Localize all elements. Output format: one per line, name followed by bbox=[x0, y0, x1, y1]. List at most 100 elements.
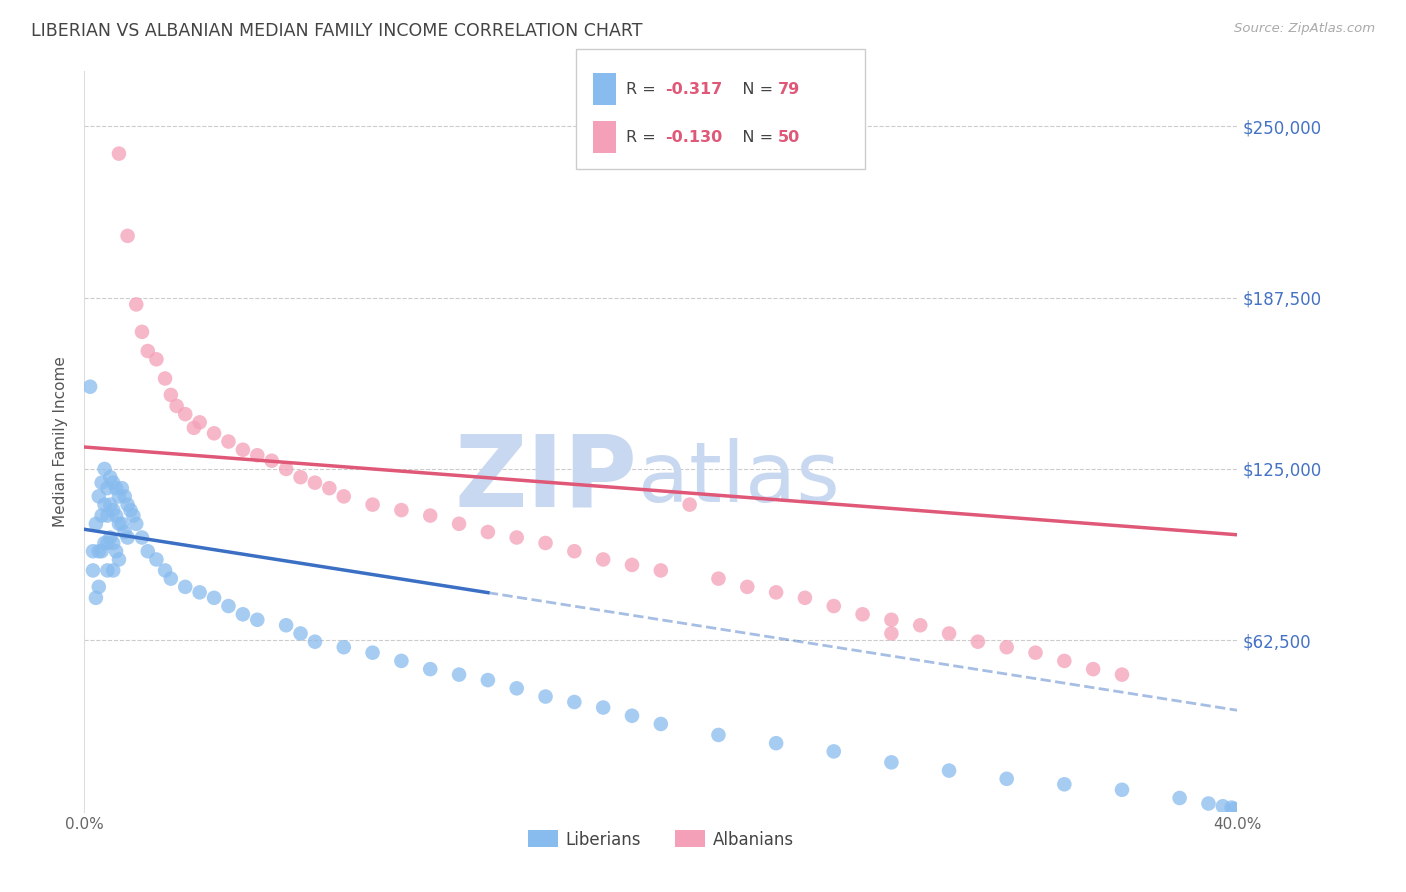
Point bbox=[108, 552, 131, 566]
Point bbox=[174, 580, 197, 594]
Point bbox=[122, 508, 145, 523]
Point bbox=[103, 563, 124, 577]
Point bbox=[880, 613, 903, 627]
Point bbox=[90, 544, 112, 558]
Point bbox=[304, 475, 326, 490]
Point bbox=[103, 503, 124, 517]
Point bbox=[96, 481, 118, 495]
Point bbox=[564, 695, 586, 709]
Point bbox=[90, 475, 112, 490]
Point bbox=[391, 654, 413, 668]
Point bbox=[1220, 800, 1243, 814]
Point bbox=[707, 728, 730, 742]
Point bbox=[183, 421, 205, 435]
Point bbox=[111, 516, 134, 531]
Point bbox=[1198, 797, 1220, 811]
Text: N =: N = bbox=[727, 82, 778, 96]
Point bbox=[938, 626, 960, 640]
Point bbox=[1168, 791, 1191, 805]
Point bbox=[1053, 654, 1076, 668]
Point bbox=[333, 640, 356, 655]
Point bbox=[246, 613, 269, 627]
Point bbox=[96, 536, 118, 550]
Point bbox=[477, 524, 499, 539]
Point bbox=[564, 544, 586, 558]
Point bbox=[506, 531, 529, 545]
Point bbox=[79, 380, 101, 394]
Point bbox=[391, 503, 413, 517]
Point bbox=[361, 498, 384, 512]
Point bbox=[449, 516, 471, 531]
Point bbox=[707, 572, 730, 586]
Point bbox=[145, 352, 167, 367]
Point bbox=[117, 531, 139, 545]
Point bbox=[153, 563, 176, 577]
Text: ZIP: ZIP bbox=[456, 430, 638, 527]
Point bbox=[125, 297, 148, 311]
Point bbox=[108, 489, 131, 503]
Point bbox=[136, 344, 159, 359]
Point bbox=[98, 531, 121, 545]
Point bbox=[136, 544, 159, 558]
Point bbox=[419, 662, 441, 676]
Point bbox=[96, 563, 118, 577]
Point bbox=[105, 508, 128, 523]
Point bbox=[938, 764, 960, 778]
Point bbox=[153, 371, 176, 385]
Point bbox=[592, 552, 614, 566]
Point bbox=[534, 690, 557, 704]
Point bbox=[166, 399, 188, 413]
Point bbox=[823, 744, 845, 758]
Point bbox=[218, 599, 240, 613]
Point bbox=[318, 481, 340, 495]
Point bbox=[361, 646, 384, 660]
Point bbox=[333, 489, 356, 503]
Point bbox=[90, 508, 112, 523]
Point bbox=[105, 481, 128, 495]
Point bbox=[84, 591, 107, 605]
Point bbox=[218, 434, 240, 449]
Point bbox=[506, 681, 529, 696]
Text: N =: N = bbox=[727, 129, 778, 145]
Point bbox=[737, 580, 759, 594]
Point bbox=[117, 498, 139, 512]
Point bbox=[232, 607, 254, 622]
Point bbox=[679, 498, 702, 512]
Point bbox=[246, 448, 269, 462]
Text: -0.130: -0.130 bbox=[665, 129, 723, 145]
Text: LIBERIAN VS ALBANIAN MEDIAN FAMILY INCOME CORRELATION CHART: LIBERIAN VS ALBANIAN MEDIAN FAMILY INCOM… bbox=[31, 22, 643, 40]
Point bbox=[260, 454, 283, 468]
Point bbox=[103, 536, 124, 550]
Point bbox=[93, 536, 115, 550]
Point bbox=[1025, 646, 1047, 660]
Point bbox=[650, 717, 672, 731]
Point bbox=[98, 470, 121, 484]
Point bbox=[232, 442, 254, 457]
Point bbox=[125, 516, 148, 531]
Point bbox=[290, 470, 312, 484]
Text: 50: 50 bbox=[778, 129, 800, 145]
Point bbox=[765, 736, 787, 750]
Text: -0.317: -0.317 bbox=[665, 82, 723, 96]
Point bbox=[93, 498, 115, 512]
Point bbox=[87, 489, 110, 503]
Point bbox=[120, 503, 142, 517]
Point bbox=[852, 607, 875, 622]
Legend: Liberians, Albanians: Liberians, Albanians bbox=[520, 823, 801, 855]
Point bbox=[621, 708, 644, 723]
Point bbox=[98, 498, 121, 512]
Point bbox=[765, 585, 787, 599]
Y-axis label: Median Family Income: Median Family Income bbox=[53, 356, 69, 527]
Point bbox=[1053, 777, 1076, 791]
Point bbox=[87, 544, 110, 558]
Point bbox=[995, 640, 1018, 655]
Point bbox=[910, 618, 932, 632]
Point bbox=[131, 325, 153, 339]
Point bbox=[87, 580, 110, 594]
Point bbox=[188, 585, 211, 599]
Point bbox=[114, 524, 136, 539]
Point bbox=[96, 508, 118, 523]
Point bbox=[174, 407, 197, 421]
Point bbox=[108, 516, 131, 531]
Point bbox=[449, 667, 471, 681]
